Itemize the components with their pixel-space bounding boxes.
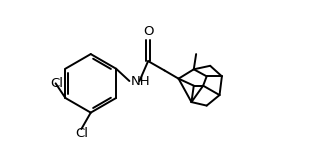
Text: O: O bbox=[143, 25, 153, 38]
Text: NH: NH bbox=[130, 75, 150, 88]
Text: Cl: Cl bbox=[50, 77, 63, 90]
Text: Cl: Cl bbox=[76, 127, 89, 140]
